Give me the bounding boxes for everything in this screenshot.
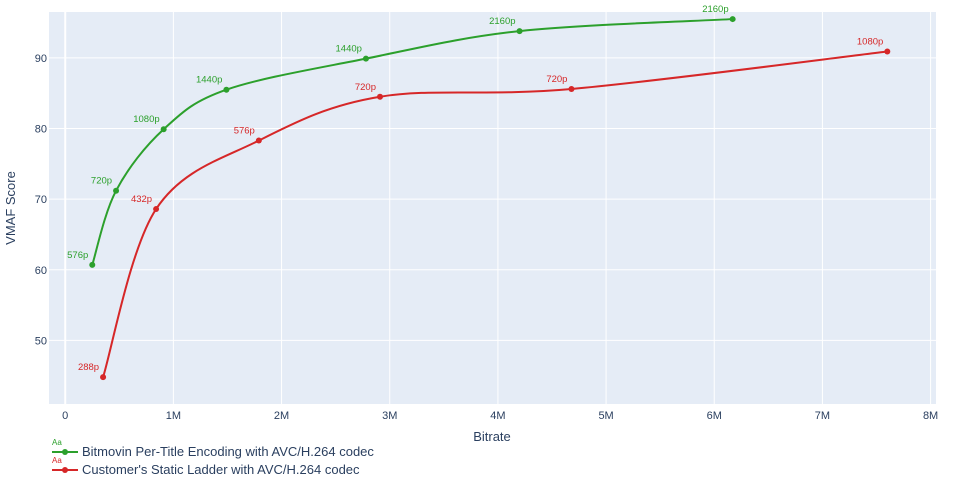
data-label: 720p <box>91 176 112 187</box>
data-point[interactable] <box>568 85 575 92</box>
data-label: 2160p <box>702 4 728 15</box>
x-tick-label: 2M <box>274 410 289 422</box>
grid <box>49 12 936 404</box>
data-label: 576p <box>234 126 255 137</box>
x-tick-label: 5M <box>598 410 613 422</box>
series-line-1 <box>102 50 888 378</box>
series-markers <box>89 16 891 381</box>
data-point[interactable] <box>729 16 736 23</box>
legend: Aa Bitmovin Per-Title Encoding with AVC/… <box>52 438 374 478</box>
data-point[interactable] <box>255 137 262 144</box>
y-tick-label: 80 <box>35 124 47 136</box>
data-label: 432p <box>131 194 152 205</box>
data-label: 720p <box>355 82 376 93</box>
legend-item-customer[interactable]: Aa Customer's Static Ladder with AVC/H.2… <box>52 456 374 478</box>
legend-item-bitmovin[interactable]: Aa Bitmovin Per-Title Encoding with AVC/… <box>52 438 374 460</box>
data-label: 720p <box>546 74 567 85</box>
data-point[interactable] <box>89 261 96 268</box>
legend-text-glyph: Aa <box>52 456 62 465</box>
x-tick-label: 7M <box>815 410 830 422</box>
legend-label: Bitmovin Per-Title Encoding with AVC/H.2… <box>82 444 374 459</box>
legend-line-swatch-icon <box>52 449 78 455</box>
x-tick-label: 0 <box>62 410 68 422</box>
data-point[interactable] <box>884 48 891 55</box>
data-point[interactable] <box>377 93 384 100</box>
data-point[interactable] <box>153 206 160 213</box>
data-label: 1080p <box>133 114 159 125</box>
series-line-0 <box>91 18 733 266</box>
data-label: 288p <box>78 362 99 373</box>
y-tick-label: 70 <box>35 194 47 206</box>
data-point[interactable] <box>100 374 107 381</box>
point-labels: 576p 720p 1080p 1440p 1440p 2160p 2160p 288p 432… <box>67 4 883 373</box>
data-point[interactable] <box>362 55 369 62</box>
x-tick-label: 6M <box>707 410 722 422</box>
data-point[interactable] <box>516 28 523 35</box>
x-tick-label: 3M <box>382 410 397 422</box>
y-axis-title: VMAF Score <box>3 171 18 245</box>
y-tick-labels: 50 60 70 80 90 <box>35 53 47 348</box>
legend-text-glyph: Aa <box>52 438 62 447</box>
legend-line-swatch-icon <box>52 467 78 473</box>
data-label: 1080p <box>857 37 883 48</box>
data-label: 2160p <box>489 16 515 27</box>
data-point[interactable] <box>223 86 230 93</box>
data-label: 1440p <box>196 75 222 86</box>
data-label: 576p <box>67 250 88 261</box>
plot-background <box>49 12 936 404</box>
x-tick-label: 8M <box>923 410 938 422</box>
series-lines <box>91 18 888 378</box>
x-tick-label: 1M <box>166 410 181 422</box>
x-tick-label: 4M <box>490 410 505 422</box>
data-point[interactable] <box>160 126 167 133</box>
x-axis-title: Bitrate <box>473 429 511 444</box>
y-tick-label: 90 <box>35 53 47 65</box>
y-tick-label: 60 <box>35 265 47 277</box>
x-tick-labels: 0 1M 2M 3M 4M 5M 6M 7M 8M <box>62 410 938 422</box>
legend-label: Customer's Static Ladder with AVC/H.264 … <box>82 462 360 477</box>
y-tick-label: 50 <box>35 335 47 347</box>
data-point[interactable] <box>113 187 120 194</box>
data-label: 1440p <box>336 44 362 55</box>
